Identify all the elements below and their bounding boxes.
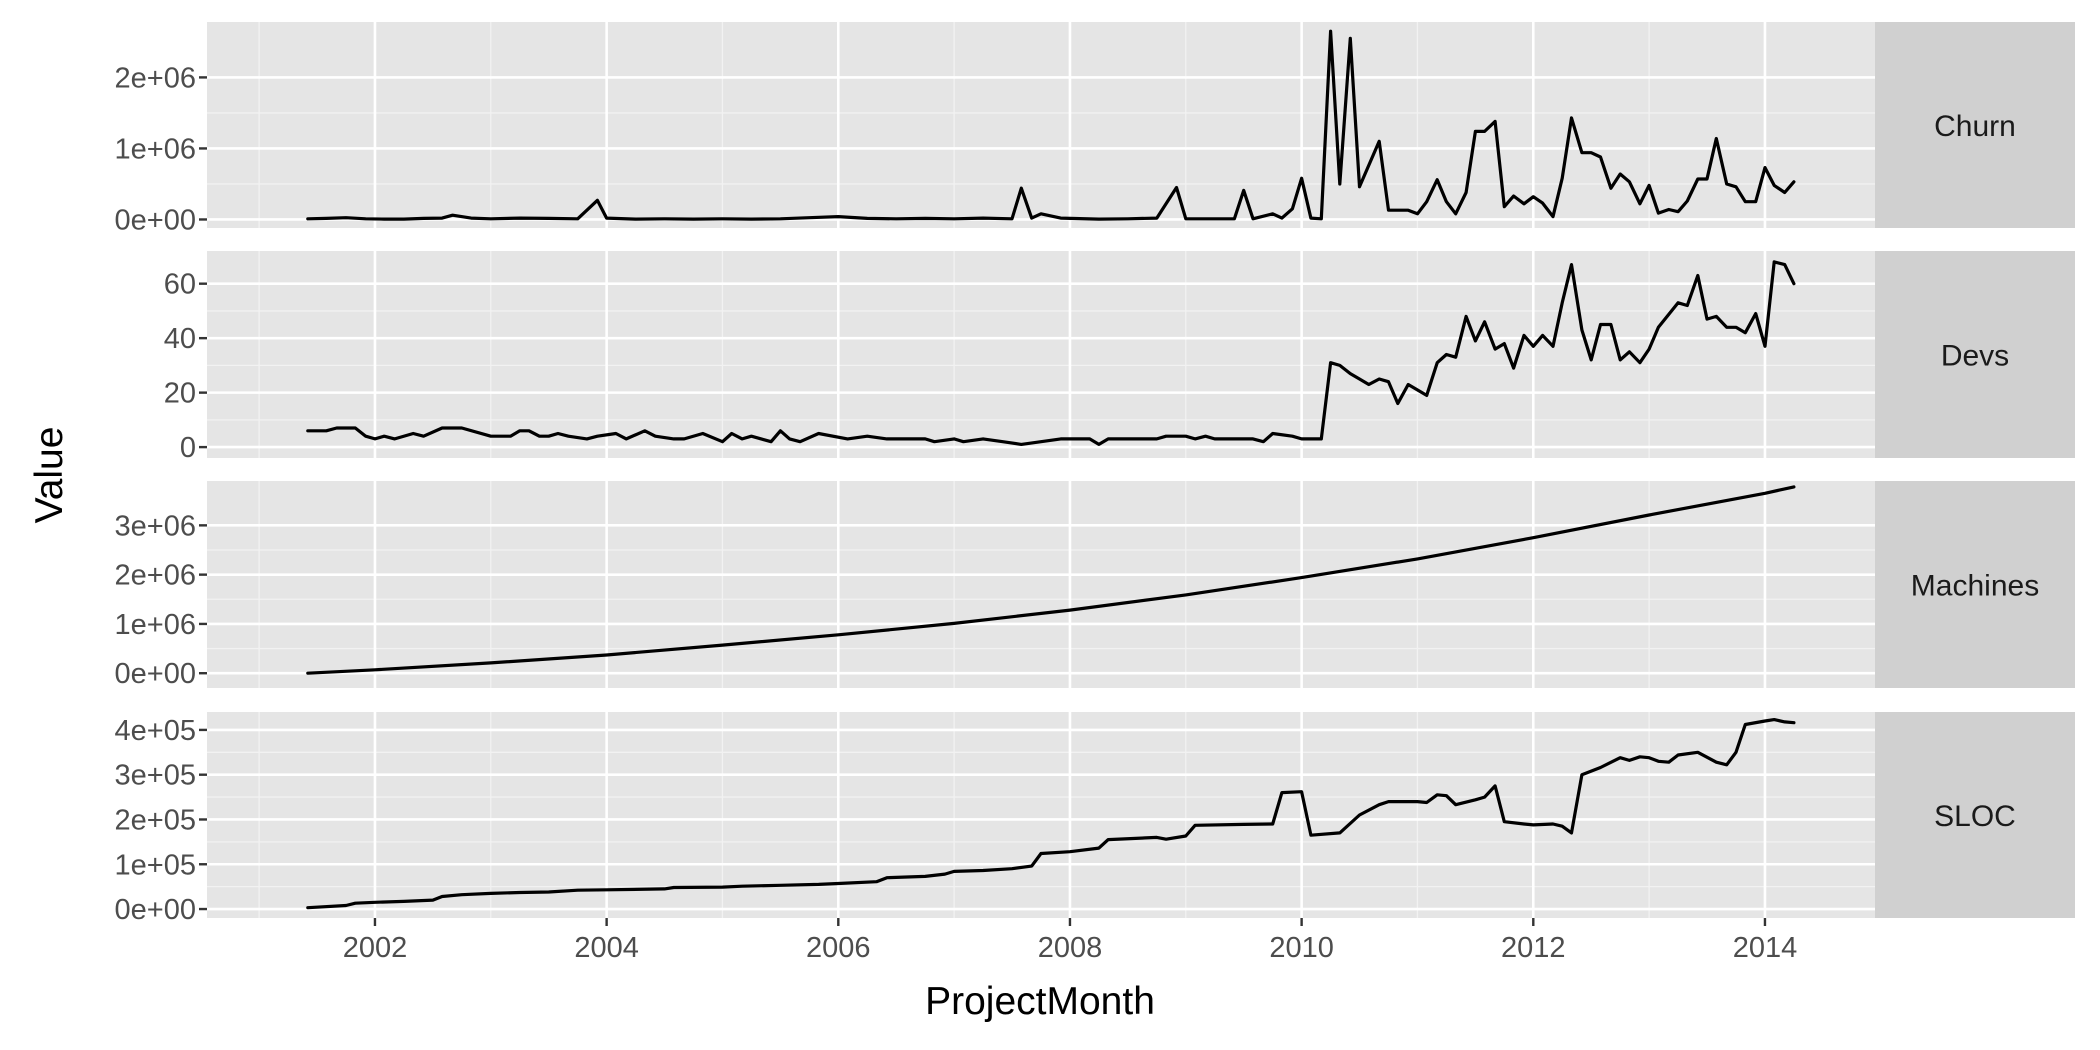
y-tick-label: 3e+05 xyxy=(115,760,196,792)
panel-sloc: 0e+00 1e+05 2e+05 3e+05 4e+05 SLOC xyxy=(115,712,2075,926)
facet-strip-label: SLOC xyxy=(1934,800,2016,833)
y-tick-label: 2e+06 xyxy=(115,560,196,592)
y-tick-label: 0e+00 xyxy=(115,658,196,690)
y-tick-label: 2e+05 xyxy=(115,804,196,836)
y-tick-label: 4e+05 xyxy=(115,715,196,747)
panel-background xyxy=(207,481,1875,688)
facet-strip-label: Devs xyxy=(1941,340,2009,373)
y-tick-label: 20 xyxy=(164,378,196,410)
facet-strip-machines xyxy=(1875,481,2075,688)
y-tick-label: 1e+06 xyxy=(115,609,196,641)
facet-strip-sloc xyxy=(1875,712,2075,918)
x-axis: 2002 2004 2006 2008 2010 2012 2014 xyxy=(343,918,1798,964)
panel-devs: 0 20 40 60 Devs xyxy=(164,251,2075,464)
panel-machines: 0e+00 1e+06 2e+06 3e+06 Machines xyxy=(115,481,2075,690)
x-tick-label: 2014 xyxy=(1733,932,1798,964)
y-tick-label: 60 xyxy=(164,269,196,301)
facet-strip-devs xyxy=(1875,251,2075,458)
series-line-sloc xyxy=(306,718,1796,910)
series-line-devs xyxy=(306,260,1796,446)
facet-strip-label: Churn xyxy=(1934,110,2016,143)
panel-background xyxy=(207,251,1875,458)
series-line-machines xyxy=(306,485,1796,675)
x-tick-label: 2012 xyxy=(1501,932,1566,964)
panels-layer: 0e+00 1e+06 2e+06 Churn 0 20 40 60 Devs 0e+00 1e+0… xyxy=(115,22,2075,926)
y-tick-label: 3e+06 xyxy=(115,510,196,542)
panel-background xyxy=(207,712,1875,918)
x-tick-label: 2010 xyxy=(1269,932,1334,964)
y-axis-title: Value xyxy=(28,427,71,524)
facet-strip-label: Machines xyxy=(1911,570,2039,603)
facet-strip-churn xyxy=(1875,22,2075,228)
y-tick-label: 1e+05 xyxy=(115,849,196,881)
x-tick-label: 2006 xyxy=(806,932,871,964)
x-tick-label: 2008 xyxy=(1038,932,1103,964)
y-tick-label: 0 xyxy=(180,432,196,464)
y-tick-label: 2e+06 xyxy=(115,62,196,94)
y-tick-label: 40 xyxy=(164,323,196,355)
x-tick-label: 2002 xyxy=(343,932,408,964)
y-tick-label: 0e+00 xyxy=(115,894,196,926)
y-tick-label: 0e+00 xyxy=(115,204,196,236)
y-tick-label: 1e+06 xyxy=(115,133,196,165)
x-tick-label: 2004 xyxy=(574,932,639,964)
panel-background xyxy=(207,22,1875,228)
panel-churn: 0e+00 1e+06 2e+06 Churn xyxy=(115,22,2075,236)
x-axis-title: ProjectMonth xyxy=(925,980,1155,1023)
series-line-churn xyxy=(306,29,1796,221)
